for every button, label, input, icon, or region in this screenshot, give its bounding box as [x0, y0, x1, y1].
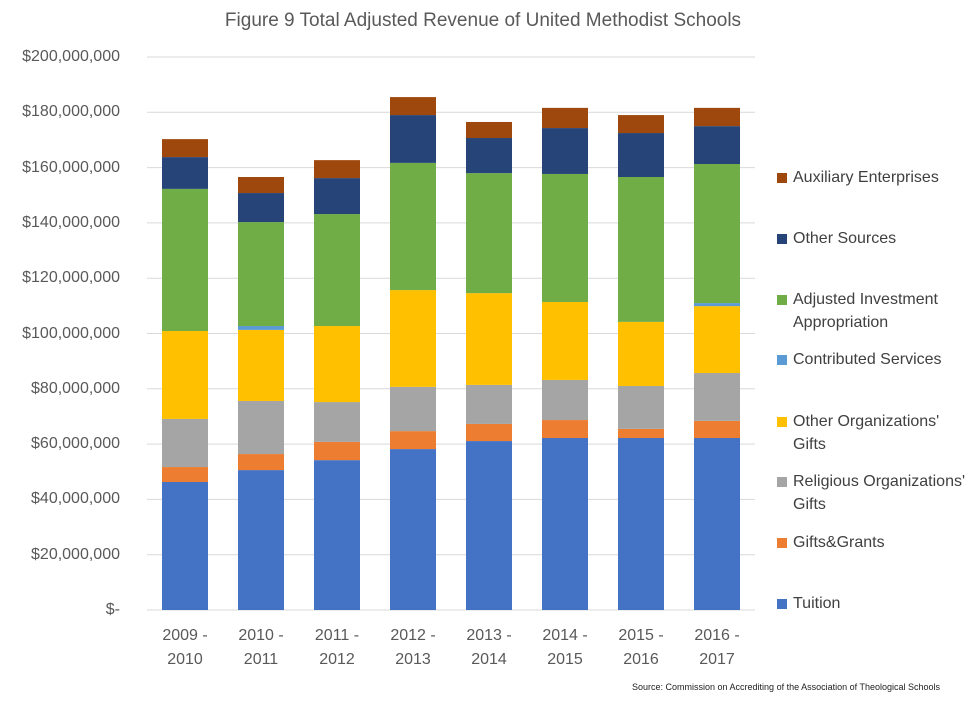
- bar-segment: [162, 157, 208, 189]
- bar-segment: [314, 178, 360, 215]
- bar-segment: [466, 423, 512, 442]
- bar-segment: [618, 386, 664, 429]
- bar-segment: [542, 420, 588, 439]
- y-tick-label: $140,000,000: [22, 213, 120, 231]
- legend-label: Gifts&Grants: [793, 534, 885, 551]
- bar-segment: [238, 470, 284, 610]
- bar-segment: [390, 290, 436, 387]
- legend-swatch: [777, 355, 787, 365]
- bar-segment: [390, 97, 436, 116]
- legend-swatch: [777, 173, 787, 183]
- x-tick-label: 2009 - 2010: [162, 627, 208, 668]
- bar-segment: [238, 222, 284, 327]
- bar-segment: [618, 133, 664, 178]
- chart-title: Figure 9 Total Adjusted Revenue of Unite…: [224, 10, 742, 31]
- bar-segment: [390, 386, 436, 432]
- bar-segment: [466, 293, 512, 385]
- y-tick-label: $60,000,000: [31, 435, 120, 453]
- legend-label: Tuition: [793, 595, 841, 612]
- legend-label: Adjusted Investment Appropriation: [793, 291, 938, 331]
- bar-segment: [162, 188, 208, 332]
- y-tick-label: $200,000,000: [22, 48, 120, 65]
- bar-segment: [390, 115, 436, 163]
- legend-swatch: [777, 234, 787, 244]
- bar-segment: [390, 162, 436, 291]
- bar-segment: [542, 379, 588, 421]
- bar-segment: [542, 107, 588, 129]
- bar-segment: [238, 177, 284, 194]
- bar-segment: [618, 177, 664, 322]
- y-tick-label: $160,000,000: [22, 158, 120, 176]
- bar-segment: [466, 441, 512, 610]
- bar-segment: [466, 384, 512, 424]
- bar-segment: [542, 128, 588, 174]
- legend-label: Other Organizations' Gifts: [793, 413, 940, 453]
- bar-segment: [314, 402, 360, 442]
- source-note: Source: Commission on Accrediting of the…: [632, 682, 940, 692]
- legend-swatch: [777, 417, 787, 427]
- y-tick-label: $120,000,000: [22, 269, 120, 287]
- bar-segment: [694, 438, 740, 610]
- y-tick-label: $100,000,000: [22, 324, 120, 342]
- bar-segment: [162, 331, 208, 419]
- bar-segment: [162, 418, 208, 468]
- bar-segment: [466, 173, 512, 294]
- x-tick-label: 2015 - 2016: [618, 627, 664, 668]
- bar-segment: [314, 460, 360, 610]
- x-tick-label: 2010 - 2011: [238, 627, 284, 668]
- bar-segment: [694, 420, 740, 439]
- bar-segment: [618, 428, 664, 439]
- bar-segment: [314, 441, 360, 461]
- bar-segment: [694, 107, 740, 127]
- bar-segment: [238, 329, 284, 401]
- legend-swatch: [777, 477, 787, 487]
- bar-segment: [694, 303, 740, 307]
- y-tick-label: $80,000,000: [31, 379, 120, 397]
- bar-segment: [390, 431, 436, 450]
- bar-segment: [542, 173, 588, 302]
- x-tick-label: 2011 - 2012: [314, 627, 360, 668]
- bar-segment: [238, 454, 284, 471]
- bar-segment: [542, 301, 588, 380]
- bar-segment: [390, 449, 436, 610]
- x-tick-label: 2013 - 2014: [466, 627, 512, 668]
- bar-segment: [618, 321, 664, 387]
- y-tick-label: $40,000,000: [31, 490, 120, 508]
- x-tick-label: 2012 - 2013: [390, 627, 436, 668]
- bar-segment: [238, 193, 284, 223]
- bar-segment: [694, 373, 740, 421]
- legend-label: Auxiliary Enterprises: [793, 169, 939, 186]
- bar-segment: [314, 160, 360, 179]
- bar-segment: [694, 306, 740, 374]
- bar-segment: [238, 326, 284, 330]
- bar-segment: [466, 138, 512, 174]
- bar-segment: [694, 164, 740, 304]
- legend-label: Contributed Services: [793, 351, 942, 368]
- bar-segment: [314, 214, 360, 327]
- bar-segment: [314, 326, 360, 403]
- y-tick-label: $20,000,000: [31, 545, 120, 563]
- legend-swatch: [777, 599, 787, 609]
- legend-label: Other Sources: [793, 230, 897, 247]
- bar-segment: [162, 467, 208, 482]
- legend-label: Religious Organizations' Gifts: [793, 473, 966, 513]
- bar-segment: [618, 438, 664, 610]
- bar-segment: [466, 121, 512, 139]
- bar-segment: [162, 139, 208, 158]
- bar-segment: [618, 115, 664, 134]
- bar-segment: [694, 126, 740, 165]
- legend-swatch: [777, 538, 787, 548]
- x-tick-label: 2016 - 2017: [694, 627, 740, 668]
- bar-segment: [162, 481, 208, 610]
- y-tick-label: $180,000,000: [22, 103, 120, 121]
- bar-segment: [238, 400, 284, 455]
- x-tick-label: 2014 - 2015: [542, 627, 588, 668]
- bar-segment: [542, 438, 588, 610]
- legend-swatch: [777, 295, 787, 305]
- y-tick-label: $-: [105, 601, 120, 618]
